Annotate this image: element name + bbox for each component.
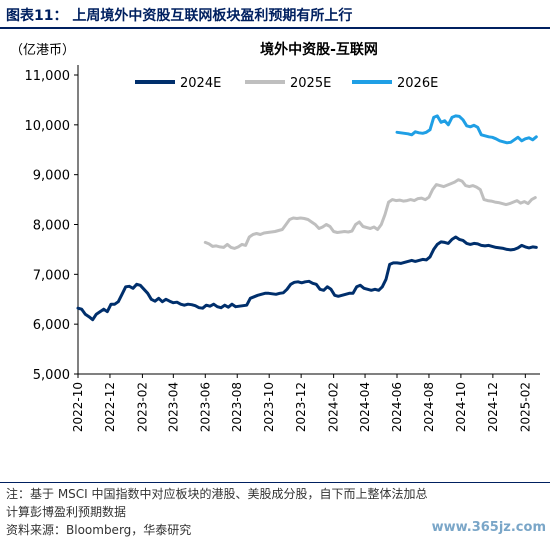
x-tick-label: 2025-02	[518, 382, 532, 432]
y-tick-label: 9,000	[33, 169, 70, 184]
x-tick-label: 2023-12	[294, 382, 308, 432]
y-tick-label: 7,000	[33, 268, 70, 283]
figure-title: 图表11： 上周境外中资股互联网板块盈利预期有所上行	[6, 8, 353, 24]
y-tick-label: 11,000	[25, 69, 71, 84]
x-tick-label: 2023-08	[230, 382, 244, 432]
y-tick-label: 10,000	[25, 119, 71, 134]
x-tick-label: 2024-02	[327, 382, 341, 432]
x-tick-label: 2022-12	[103, 382, 117, 432]
x-tick-label: 2024-08	[422, 382, 436, 432]
series-line-2026E	[395, 114, 538, 145]
footnote-line-1: 注：基于 MSCI 中国指数中对应板块的港股、美股成分股，自下而上整体法加总	[6, 487, 428, 501]
x-tick-label: 2023-04	[166, 382, 180, 432]
legend-label-2026E: 2026E	[397, 76, 438, 91]
line-chart: 境外中资股-互联网 （亿港币） 5,000 6,000 7,000 8,000 9,000 1…	[10, 41, 540, 432]
series-line-2025E	[203, 178, 537, 250]
x-tick-label: 2024-12	[486, 382, 500, 432]
header-divider	[0, 27, 550, 29]
legend-label-2025E: 2025E	[290, 76, 331, 91]
source-credit: 资料来源：Bloomberg，华泰研究	[6, 523, 192, 537]
y-unit-label: （亿港币）	[10, 43, 75, 58]
x-tick-label: 2022-10	[71, 382, 85, 432]
footnote-line-2: 计算彭博盈利预期数据	[6, 505, 127, 519]
footer-divider	[0, 482, 550, 483]
x-tick-label: 2024-04	[358, 382, 372, 432]
y-tick-label: 8,000	[33, 219, 70, 234]
series-line-2024E	[76, 235, 538, 322]
figure-header: 图表11： 上周境外中资股互联网板块盈利预期有所上行	[0, 0, 550, 29]
y-tick-label: 6,000	[33, 318, 70, 333]
x-tick-label: 2023-10	[262, 382, 276, 432]
chart-title: 境外中资股-互联网	[260, 41, 378, 58]
x-tick-label: 2024-10	[454, 382, 468, 432]
watermark: www.365jz.com	[431, 520, 546, 535]
x-tick-label: 2024-06	[390, 382, 404, 432]
legend-label-2024E: 2024E	[180, 76, 221, 91]
y-tick-label: 5,000	[33, 368, 70, 383]
x-tick-label: 2023-06	[198, 382, 212, 432]
x-tick-label: 2023-02	[135, 382, 149, 432]
